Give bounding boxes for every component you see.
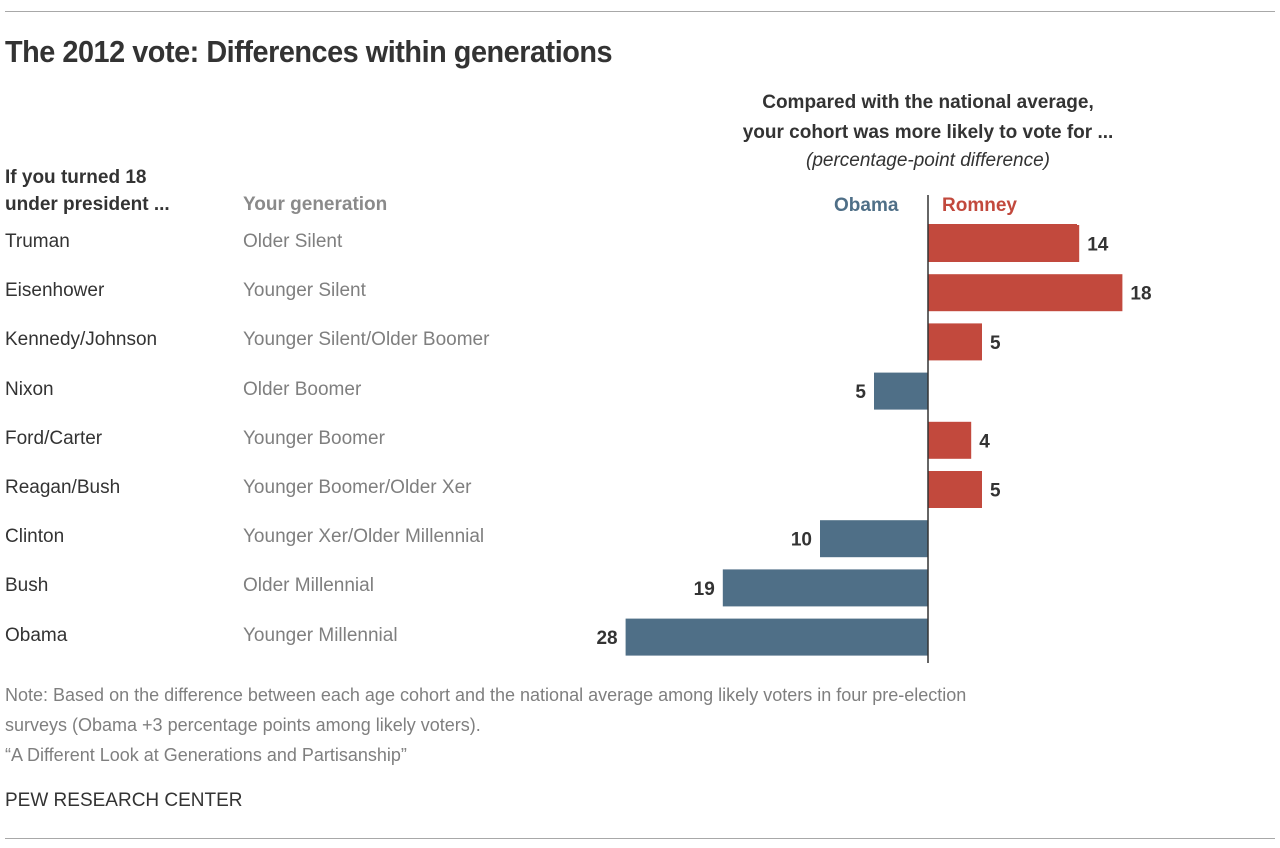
president-label: Obama bbox=[5, 624, 68, 646]
chart-title: The 2012 vote: Differences within genera… bbox=[5, 34, 613, 69]
president-label: Clinton bbox=[5, 526, 65, 548]
note-line-1: Note: Based on the difference between ea… bbox=[5, 685, 967, 705]
president-column-header: If you turned 18 under president ... bbox=[5, 164, 170, 218]
data-label: 19 bbox=[694, 579, 715, 600]
generation-label: Younger Millennial bbox=[243, 624, 398, 646]
president-label: Eisenhower bbox=[5, 280, 105, 302]
data-label: 14 bbox=[1087, 235, 1109, 256]
generation-label: Younger Boomer/Older Xer bbox=[243, 477, 472, 498]
bar-truman bbox=[928, 225, 1080, 262]
president-header-line-2: under president ... bbox=[5, 194, 170, 215]
bar-bush bbox=[722, 569, 928, 607]
bar-clinton bbox=[820, 520, 928, 558]
bars-group: 14 18 5 5 4 5 10 19 28 bbox=[596, 225, 1152, 656]
bar-reagan-bush bbox=[928, 471, 982, 508]
top-rule bbox=[5, 11, 1275, 12]
legend-romney: Romney bbox=[942, 195, 1017, 216]
note-line-3: “A Different Look at Generations and Par… bbox=[5, 745, 407, 765]
bar-eisenhower bbox=[928, 274, 1123, 312]
bottom-rule bbox=[5, 838, 1275, 839]
bar-kennedy-johnson bbox=[928, 323, 982, 361]
subheading-line-2: your cohort was more likely to vote for … bbox=[742, 122, 1114, 143]
data-label: 5 bbox=[990, 481, 1001, 502]
data-label: 28 bbox=[596, 628, 617, 649]
president-label: Reagan/Bush bbox=[5, 477, 121, 498]
generation-label: Younger Silent bbox=[243, 280, 366, 302]
president-header-line-1: If you turned 18 bbox=[5, 167, 147, 188]
president-label: Bush bbox=[5, 575, 49, 597]
generation-label: Younger Silent/Older Boomer bbox=[243, 329, 490, 351]
legend-obama: Obama bbox=[834, 195, 899, 216]
source-credit: PEW RESEARCH CENTER bbox=[5, 790, 243, 811]
generation-label: Older Boomer bbox=[243, 378, 362, 400]
bar-ford-carter bbox=[928, 421, 972, 459]
data-label: 5 bbox=[855, 382, 866, 403]
generation-label: Younger Xer/Older Millennial bbox=[243, 526, 485, 548]
president-label: Ford/Carter bbox=[5, 427, 103, 449]
bar-obama bbox=[625, 618, 928, 656]
bar-nixon bbox=[874, 372, 928, 410]
subheading-line-1: Compared with the national average, bbox=[762, 92, 1094, 113]
generation-label: Older Silent bbox=[243, 231, 343, 252]
president-label: Kennedy/Johnson bbox=[5, 329, 158, 351]
generation-column-header: Your generation bbox=[243, 194, 388, 215]
president-label: Truman bbox=[5, 231, 70, 252]
generation-label: Younger Boomer bbox=[243, 427, 385, 449]
data-label: 5 bbox=[990, 333, 1001, 354]
data-label: 4 bbox=[979, 431, 990, 452]
data-label: 18 bbox=[1130, 284, 1151, 305]
subheading-line-3: (percentage-point difference) bbox=[806, 150, 1050, 171]
note-line-2: surveys (Obama +3 percentage points amon… bbox=[5, 715, 481, 735]
president-label: Nixon bbox=[5, 378, 54, 400]
data-label: 10 bbox=[791, 530, 812, 551]
generation-label: Older Millennial bbox=[243, 575, 374, 597]
